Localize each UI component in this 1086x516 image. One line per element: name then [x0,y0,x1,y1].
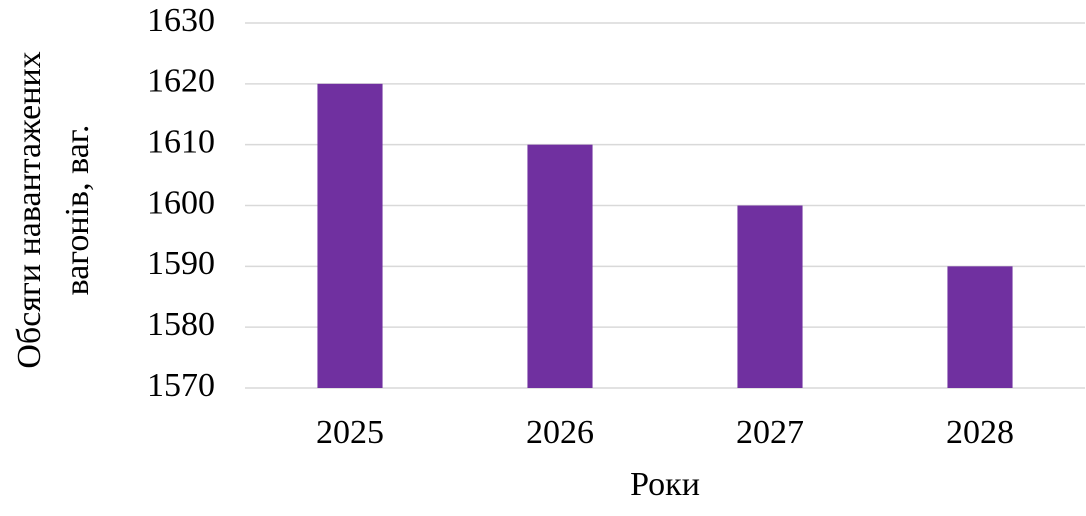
y-tick-label: 1600 [147,184,215,221]
y-axis-label: Обсяги навантажених [11,51,48,368]
y-tick-label: 1570 [147,367,215,404]
x-tick-label: 2027 [736,414,804,451]
y-tick-label: 1630 [147,2,215,39]
x-axis-label: Роки [630,466,700,503]
x-tick-label: 2026 [526,414,594,451]
y-tick-label: 1610 [147,123,215,160]
y-tick-label: 1620 [147,63,215,100]
y-tick-label: 1590 [147,245,215,282]
bar [527,144,593,388]
bar [947,266,1013,388]
x-tick-label: 2028 [946,414,1014,451]
bar [317,83,383,388]
bar [737,205,803,388]
y-tick-label: 1580 [147,306,215,343]
x-tick-label: 2025 [316,414,384,451]
y-axis-label: вагонів, ваг. [59,125,96,296]
